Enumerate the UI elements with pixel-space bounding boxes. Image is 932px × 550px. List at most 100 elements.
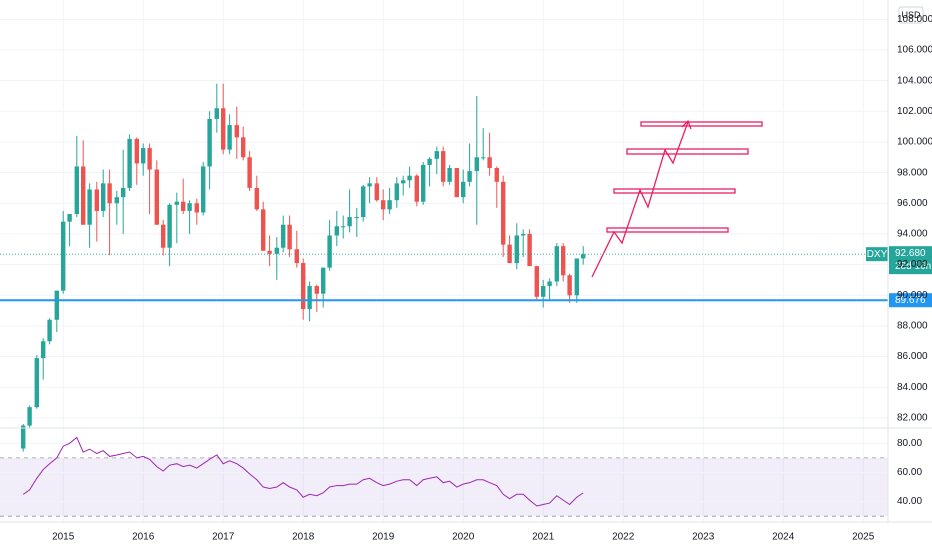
- candle-body: [127, 138, 132, 188]
- candle-body: [314, 286, 319, 294]
- candle-body: [207, 118, 212, 167]
- rsi-tick-label: 80.00: [897, 438, 922, 449]
- target-box: [606, 227, 729, 233]
- overlay: DXY 92.680 28d 16h 89.676: [0, 246, 932, 308]
- candle-body: [241, 137, 246, 158]
- candle-body: [414, 175, 419, 202]
- hline-box: [889, 293, 932, 308]
- candle-body: [54, 290, 59, 320]
- rsi-line: [22, 436, 584, 507]
- candle-body: [261, 209, 266, 251]
- candle-body: [174, 201, 179, 205]
- candle-body: [227, 125, 232, 150]
- candle-body: [114, 197, 119, 204]
- target-box: [613, 188, 736, 194]
- candle-body: [574, 258, 579, 296]
- y-tick-label: 82.000: [897, 413, 928, 424]
- candle-body: [527, 233, 532, 267]
- candle-body: [154, 169, 159, 225]
- candle-body: [74, 166, 79, 214]
- y-tick-label: 84.000: [897, 382, 928, 393]
- candle-body: [407, 175, 412, 181]
- candle-body: [347, 217, 352, 227]
- y-tick-label: 94.000: [897, 229, 928, 240]
- candle-body: [301, 263, 306, 310]
- candle-body: [101, 183, 106, 211]
- x-tick-label: 2024: [772, 532, 795, 543]
- candle-body: [547, 281, 552, 287]
- candle-body: [394, 183, 399, 201]
- candle-body: [501, 181, 506, 245]
- candle-body: [521, 233, 526, 236]
- candle-body: [87, 189, 92, 225]
- y-tick-label: 98.000: [897, 167, 928, 178]
- y-tick-label: 90.000: [897, 290, 928, 301]
- rsi-tick-label: 40.00: [897, 496, 922, 507]
- y-tick-label: 108.000: [897, 14, 932, 25]
- candle-body: [147, 148, 152, 170]
- candle-body: [94, 189, 99, 211]
- candle-body: [494, 168, 499, 182]
- y-tick-label: 102.000: [897, 106, 932, 117]
- x-tick-label: 2015: [52, 532, 75, 543]
- candle-body: [161, 224, 166, 248]
- x-tick-label: 2020: [452, 532, 475, 543]
- candle-body: [514, 235, 519, 264]
- candle-body: [361, 186, 366, 218]
- y-tick-label: 104.000: [897, 75, 932, 86]
- candle-body: [47, 319, 52, 342]
- candle-body: [81, 166, 86, 225]
- projection-path: [591, 121, 689, 278]
- y-tick-label: 106.000: [897, 45, 932, 56]
- candle-body: [294, 249, 299, 264]
- candle-body: [367, 183, 372, 187]
- candle-body: [287, 224, 292, 250]
- projection: [591, 119, 763, 278]
- x-tick-label: 2022: [612, 532, 635, 543]
- candle-body: [401, 180, 406, 184]
- candle-body: [354, 217, 359, 219]
- y-tick-label: 100.000: [897, 137, 932, 148]
- candle-body: [121, 187, 126, 198]
- candle-body: [321, 267, 326, 294]
- candle-body: [434, 151, 439, 159]
- candle-body: [561, 246, 566, 276]
- currency-box[interactable]: [898, 6, 924, 24]
- candle-body: [474, 157, 479, 172]
- x-tick-label: 2019: [372, 532, 395, 543]
- candle-body: [41, 341, 46, 359]
- candle-body: [567, 275, 572, 296]
- candle-body: [61, 221, 66, 291]
- candle-body: [234, 125, 239, 138]
- candle-body: [67, 214, 72, 222]
- candle-body: [307, 286, 312, 310]
- candle-body: [447, 168, 452, 182]
- candle-body: [341, 226, 346, 228]
- candle-body: [534, 266, 539, 297]
- candles: [21, 83, 586, 452]
- rsi-pane: [0, 436, 888, 517]
- rsi-tick-label: 60.00: [897, 467, 922, 478]
- candle-body: [247, 157, 252, 188]
- candle-body: [541, 286, 546, 297]
- candle-body: [454, 168, 459, 198]
- candle-body: [427, 158, 432, 165]
- candle-body: [441, 151, 446, 182]
- candle-body: [267, 250, 272, 254]
- candle-body: [507, 244, 512, 264]
- y-tick-label: 96.000: [897, 198, 928, 209]
- candle-body: [581, 254, 586, 259]
- candle-body: [27, 407, 32, 426]
- x-tick-label: 2021: [532, 532, 555, 543]
- candle-body: [281, 224, 286, 248]
- last-price-label: 92.680: [895, 248, 926, 259]
- last-price-box: [889, 246, 932, 275]
- candle-body: [467, 171, 472, 182]
- candle-body: [201, 166, 206, 213]
- candle-body: [134, 138, 139, 164]
- candle-body: [334, 226, 339, 236]
- candle-body: [194, 203, 199, 213]
